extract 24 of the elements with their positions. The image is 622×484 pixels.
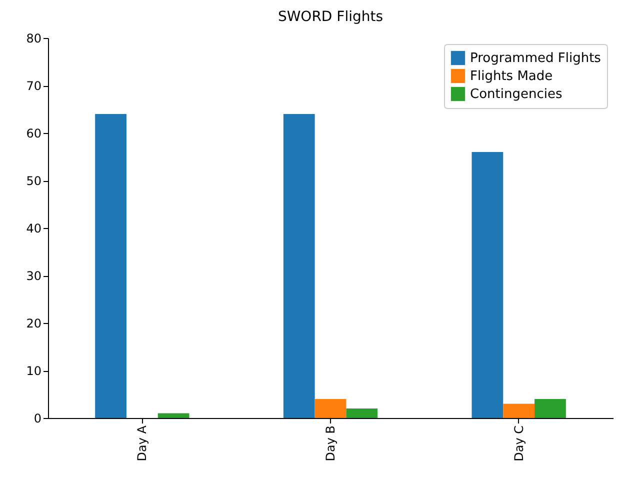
bar [534, 399, 566, 418]
bar [503, 404, 535, 418]
legend-label: Flights Made [470, 69, 553, 84]
x-tick-label: Day A [135, 424, 150, 462]
y-tick-label: 50 [26, 174, 42, 188]
bar [283, 114, 315, 418]
bar [472, 152, 504, 418]
y-tick-label: 80 [26, 32, 42, 46]
x-tick-label: Day B [324, 426, 338, 462]
bar [346, 408, 378, 418]
y-tick-label: 20 [26, 316, 42, 330]
bar [95, 114, 126, 418]
legend-label: Contingencies [470, 87, 562, 102]
bar [158, 413, 190, 418]
y-tick-label: 0 [34, 412, 42, 426]
y-tick-label: 70 [26, 79, 42, 93]
y-tick-label: 60 [26, 126, 42, 140]
legend-label: Programmed Flights [470, 51, 602, 66]
chart-title: SWORD Flights [278, 9, 384, 25]
y-tick-label: 30 [26, 269, 42, 283]
bar [314, 399, 346, 418]
y-tick-label: 40 [26, 222, 42, 236]
y-tick-label: 10 [26, 364, 42, 378]
x-tick-label: Day C [512, 426, 526, 462]
